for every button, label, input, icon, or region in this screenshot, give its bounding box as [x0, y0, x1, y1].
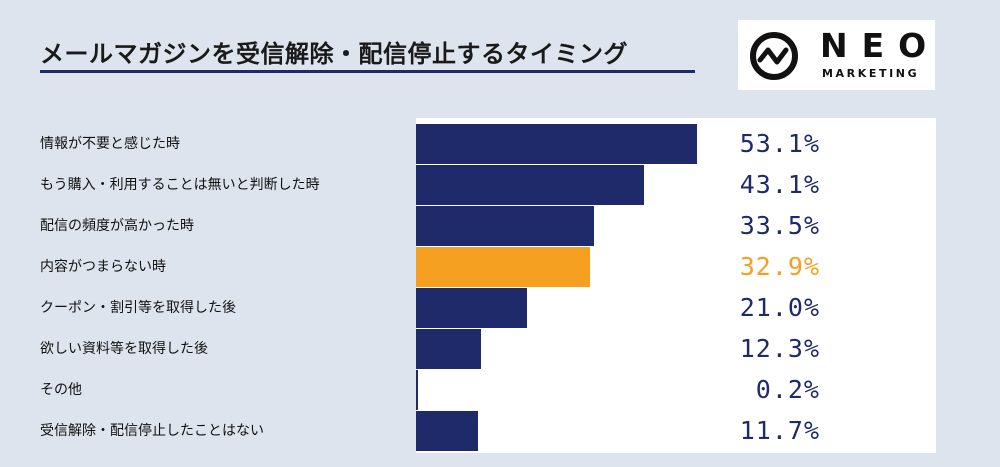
bar [416, 165, 645, 205]
value-label: 12.3% [739, 334, 820, 363]
value-label: 21.0% [739, 293, 820, 322]
category-label: クーポン・割引等を取得した後 [40, 300, 236, 316]
title-underline [40, 70, 695, 73]
value-label: 32.9% [739, 252, 820, 281]
bar [416, 206, 594, 246]
category-label: 受信解除・配信停止したことはない [40, 423, 264, 439]
value-label: 43.1% [739, 170, 820, 199]
neo-marketing-logo: NEO MARKETING [738, 20, 935, 90]
neo-wave-circle-icon [750, 32, 798, 80]
logo-wordmark: NEO [820, 26, 941, 65]
category-label: 内容がつまらない時 [40, 259, 166, 275]
value-label: 33.5% [739, 211, 820, 240]
category-label: 欲しい資料等を取得した後 [40, 341, 208, 357]
bar [416, 247, 591, 287]
category-label: もう購入・利用することは無いと判断した時 [40, 177, 320, 193]
value-label: 0.2% [755, 375, 820, 404]
bar [416, 411, 478, 451]
logo-subtitle: MARKETING [822, 67, 920, 80]
category-label: 配信の頻度が高かった時 [40, 218, 194, 234]
category-label: その他 [40, 382, 82, 398]
value-label: 53.1% [739, 129, 820, 158]
bar [416, 124, 698, 164]
value-label: 11.7% [739, 416, 820, 445]
category-label: 情報が不要と感じた時 [40, 136, 180, 152]
bar [416, 329, 482, 369]
chart-title: メールマガジンを受信解除・配信停止するタイミング [40, 40, 628, 68]
bar [416, 288, 528, 328]
bar [416, 370, 418, 410]
